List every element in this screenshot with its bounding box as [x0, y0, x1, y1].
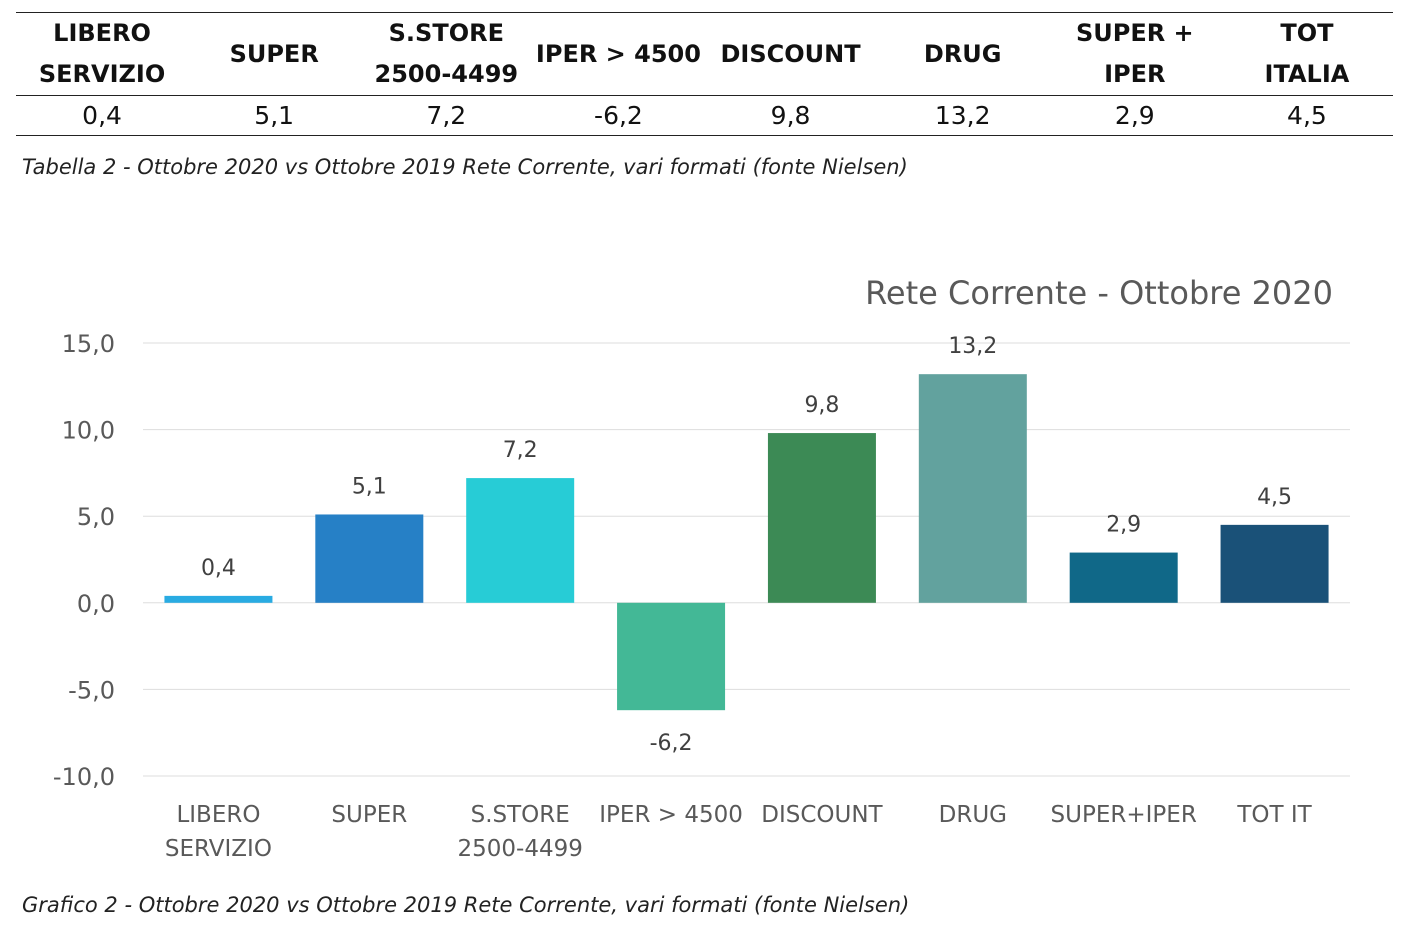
data-label: 13,2: [948, 334, 997, 359]
x-tick-label: IPER > 4500: [599, 802, 743, 828]
data-label: -6,2: [650, 731, 693, 756]
x-tick-label: TOT IT: [1236, 802, 1312, 828]
y-tick-label: 5,0: [77, 503, 115, 531]
y-tick-label: -5,0: [68, 676, 115, 704]
data-label: 0,4: [201, 556, 236, 581]
y-tick-label: 10,0: [62, 417, 115, 445]
data-label: 7,2: [503, 438, 538, 463]
table-header-cell: TOT ITALIA: [1264, 19, 1350, 88]
x-tick-label: S.STORE 2500-4499: [458, 802, 583, 860]
data-label: 9,8: [804, 393, 839, 418]
data-label: 4,5: [1257, 485, 1292, 510]
data-label: 5,1: [352, 474, 387, 499]
table-header-cell: DISCOUNT: [720, 39, 861, 68]
table-row: 0,4 5,1 7,2 -6,2 9,8 13,2 2,9 4,5: [16, 96, 1393, 136]
table-cell: 13,2: [934, 101, 991, 130]
table-cell: 7,2: [426, 101, 467, 130]
bar: [1220, 524, 1329, 603]
table-cell: 4,5: [1287, 101, 1327, 130]
x-tick-label: DISCOUNT: [761, 802, 883, 828]
table-cell: 9,8: [770, 101, 811, 130]
bar: [164, 595, 273, 603]
table-cell: 2,9: [1114, 101, 1155, 130]
y-tick-label: 15,0: [62, 330, 115, 358]
bar: [918, 374, 1027, 603]
data-table: LIBERO SERVIZIO SUPER S.STORE 2500-4499 …: [16, 12, 1393, 136]
table-header-cell: SUPER + IPER: [1075, 19, 1194, 88]
table-header-cell: SUPER: [229, 39, 319, 68]
table-caption: Tabella 2 - Ottobre 2020 vs Ottobre 2019…: [22, 155, 908, 179]
table-header-row: LIBERO SERVIZIO SUPER S.STORE 2500-4499 …: [16, 12, 1393, 96]
table-header-cell: DRUG: [923, 39, 1002, 68]
chart-title: Rete Corrente - Ottobre 2020: [865, 274, 1333, 312]
x-tick-label: LIBERO SERVIZIO: [165, 802, 272, 860]
y-tick-label: 0,0: [77, 590, 115, 618]
table-cell: 5,1: [254, 101, 295, 130]
table-header-cell: S.STORE 2500-4499: [374, 19, 519, 88]
table-header-cell: IPER > 4500: [535, 39, 701, 68]
x-tick-label: SUPER: [331, 802, 407, 828]
table-cell: 0,4: [82, 101, 122, 130]
data-table-container: LIBERO SERVIZIO SUPER S.STORE 2500-4499 …: [16, 12, 1393, 136]
y-tick-label: -10,0: [53, 763, 115, 791]
bar: [1069, 552, 1178, 603]
x-tick-label: DRUG: [939, 802, 1007, 828]
bar: [617, 602, 726, 711]
table-cell: -6,2: [594, 101, 643, 130]
chart-caption: Grafico 2 - Ottobre 2020 vs Ottobre 2019…: [22, 893, 910, 917]
data-label: 2,9: [1106, 513, 1141, 538]
bar: [466, 478, 575, 603]
bar: [767, 433, 876, 603]
bar: [315, 514, 424, 603]
bar-chart: Rete Corrente - Ottobre 2020 15,0 10,0 5,0 0…: [53, 274, 1350, 860]
table-header-cell: LIBERO SERVIZIO: [38, 19, 166, 88]
x-tick-label: SUPER+IPER: [1051, 802, 1197, 828]
